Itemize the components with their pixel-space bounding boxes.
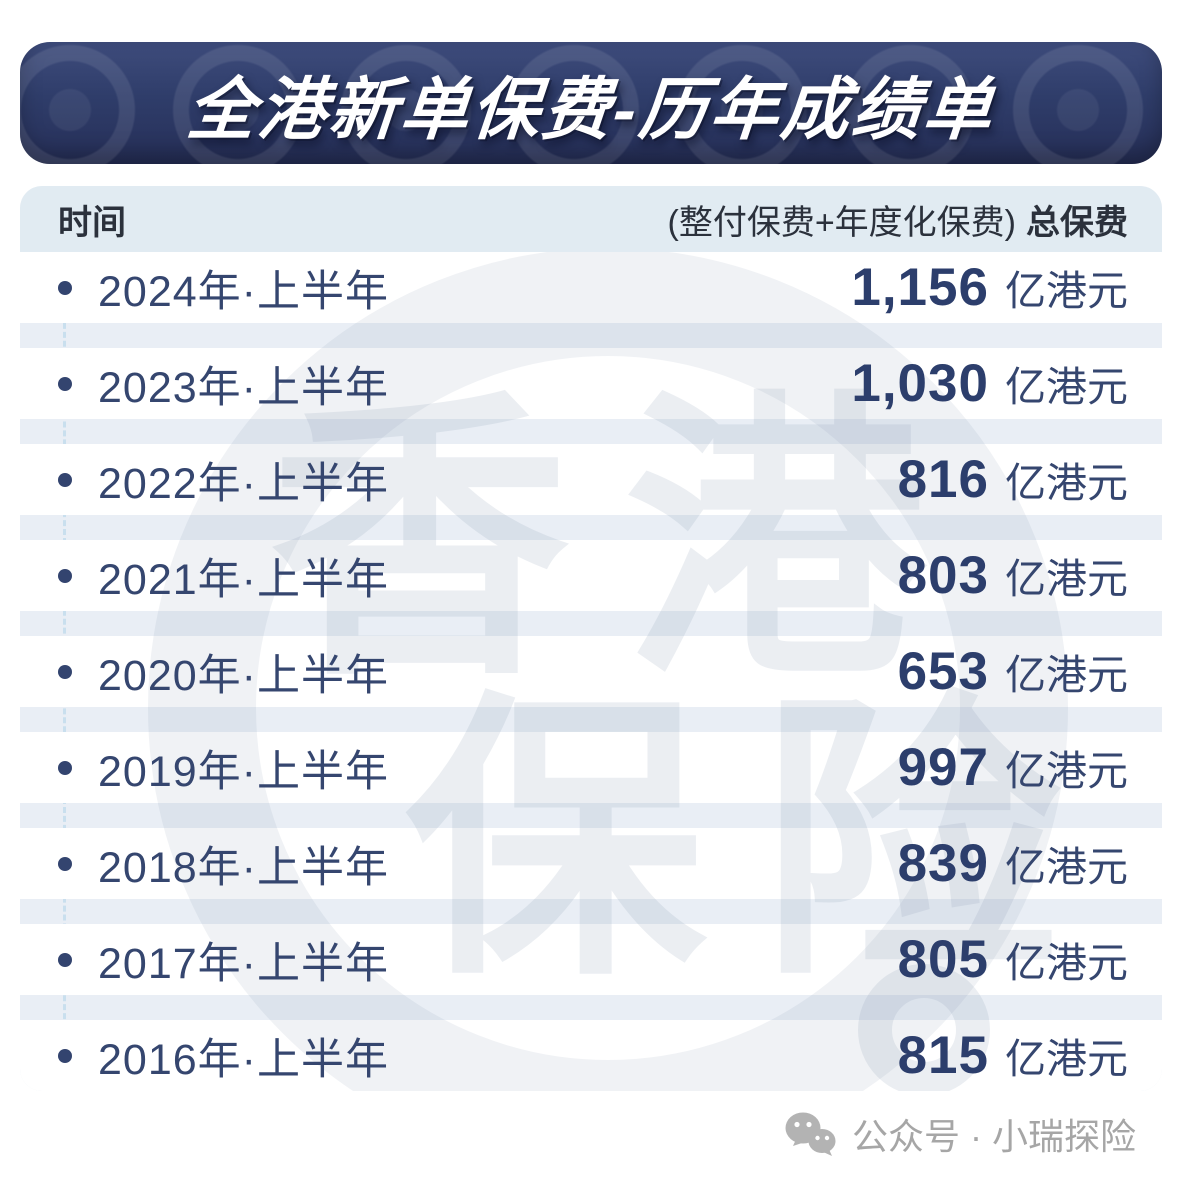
title-banner: 全港新单保费-历年成绩单: [20, 42, 1162, 164]
row-unit: 亿港元: [1005, 748, 1128, 794]
row-amount: 1,030: [851, 354, 989, 413]
table-row: 2018年·上半年 839 亿港元: [20, 828, 1162, 899]
row-value: 805 亿港元: [898, 929, 1128, 990]
row-unit: 亿港元: [1005, 844, 1128, 890]
row-value: 653 亿港元: [898, 641, 1128, 702]
row-period: 2024年·上半年: [98, 267, 389, 316]
footer-account-text: 公众号 · 小瑞探险: [852, 1116, 1136, 1157]
row-period: 2022年·上半年: [98, 459, 389, 508]
row-period: 2017年·上半年: [98, 939, 389, 988]
row-amount: 815: [897, 1026, 989, 1085]
table-row: 2020年·上半年 653 亿港元: [20, 636, 1162, 707]
row-period: 2019年·上半年: [98, 747, 389, 796]
row-value: 803 亿港元: [898, 545, 1128, 606]
bullet-icon: [58, 952, 72, 967]
table-row: 2021年·上半年 803 亿港元: [20, 540, 1162, 611]
row-amount: 653: [897, 642, 989, 701]
row-value: 839 亿港元: [898, 833, 1128, 894]
bullet-icon: [58, 472, 72, 487]
column-header-premium-formula: (整付保费+年度化保费): [667, 203, 1017, 242]
row-period: 2020年·上半年: [98, 651, 389, 700]
page-title: 全港新单保费-历年成绩单: [183, 71, 998, 148]
row-unit: 亿港元: [1005, 940, 1128, 986]
row-value: 1,030 亿港元: [851, 353, 1128, 414]
row-unit: 亿港元: [1005, 652, 1128, 698]
footer-credit: 公众号 · 小瑞探险: [784, 1108, 1136, 1160]
row-amount: 805: [897, 930, 989, 989]
table-row: 2024年·上半年 1,156 亿港元: [20, 252, 1162, 323]
bullet-icon: [58, 568, 72, 583]
row-unit: 亿港元: [1005, 268, 1128, 314]
column-header-time: 时间: [58, 203, 126, 242]
row-value: 815 亿港元: [898, 1025, 1128, 1086]
row-value: 997 亿港元: [898, 737, 1128, 798]
bullet-icon: [58, 760, 72, 775]
row-amount: 816: [897, 450, 989, 509]
row-unit: 亿港元: [1005, 1036, 1128, 1082]
column-header-premium-total: 总保费: [1026, 203, 1128, 242]
row-amount: 803: [897, 546, 989, 605]
table-row: 2017年·上半年 805 亿港元: [20, 924, 1162, 995]
row-period: 2021年·上半年: [98, 555, 389, 604]
bullet-icon: [58, 1048, 72, 1063]
column-header-premium: (整付保费+年度化保费) 总保费: [668, 195, 1129, 244]
bullet-icon: [58, 856, 72, 871]
row-period: 2023年·上半年: [98, 363, 389, 412]
row-amount: 839: [897, 834, 989, 893]
row-amount: 1,156: [851, 258, 989, 317]
row-value: 1,156 亿港元: [851, 257, 1128, 318]
row-unit: 亿港元: [1005, 556, 1128, 602]
table-row: 2019年·上半年 997 亿港元: [20, 732, 1162, 803]
row-period: 2018年·上半年: [98, 843, 389, 892]
wechat-icon: [785, 1112, 836, 1156]
premium-table: 香港 保险 时间 (整付保费+年度化保费) 总保费 2024年·上半年 1,15…: [20, 186, 1162, 1091]
table-rows: 2024年·上半年 1,156 亿港元 2023年·上半年 1,030 亿港元 …: [20, 252, 1162, 1091]
bullet-icon: [58, 376, 72, 391]
row-unit: 亿港元: [1005, 364, 1128, 410]
bullet-icon: [58, 280, 72, 295]
row-value: 816 亿港元: [898, 449, 1128, 510]
table-row: 2022年·上半年 816 亿港元: [20, 444, 1162, 515]
table-row: 2016年·上半年 815 亿港元: [20, 1020, 1162, 1091]
row-amount: 997: [897, 738, 989, 797]
table-header: 时间 (整付保费+年度化保费) 总保费: [20, 186, 1162, 252]
row-period: 2016年·上半年: [98, 1035, 389, 1084]
table-row: 2023年·上半年 1,030 亿港元: [20, 348, 1162, 419]
bullet-icon: [58, 664, 72, 679]
row-unit: 亿港元: [1005, 460, 1128, 506]
